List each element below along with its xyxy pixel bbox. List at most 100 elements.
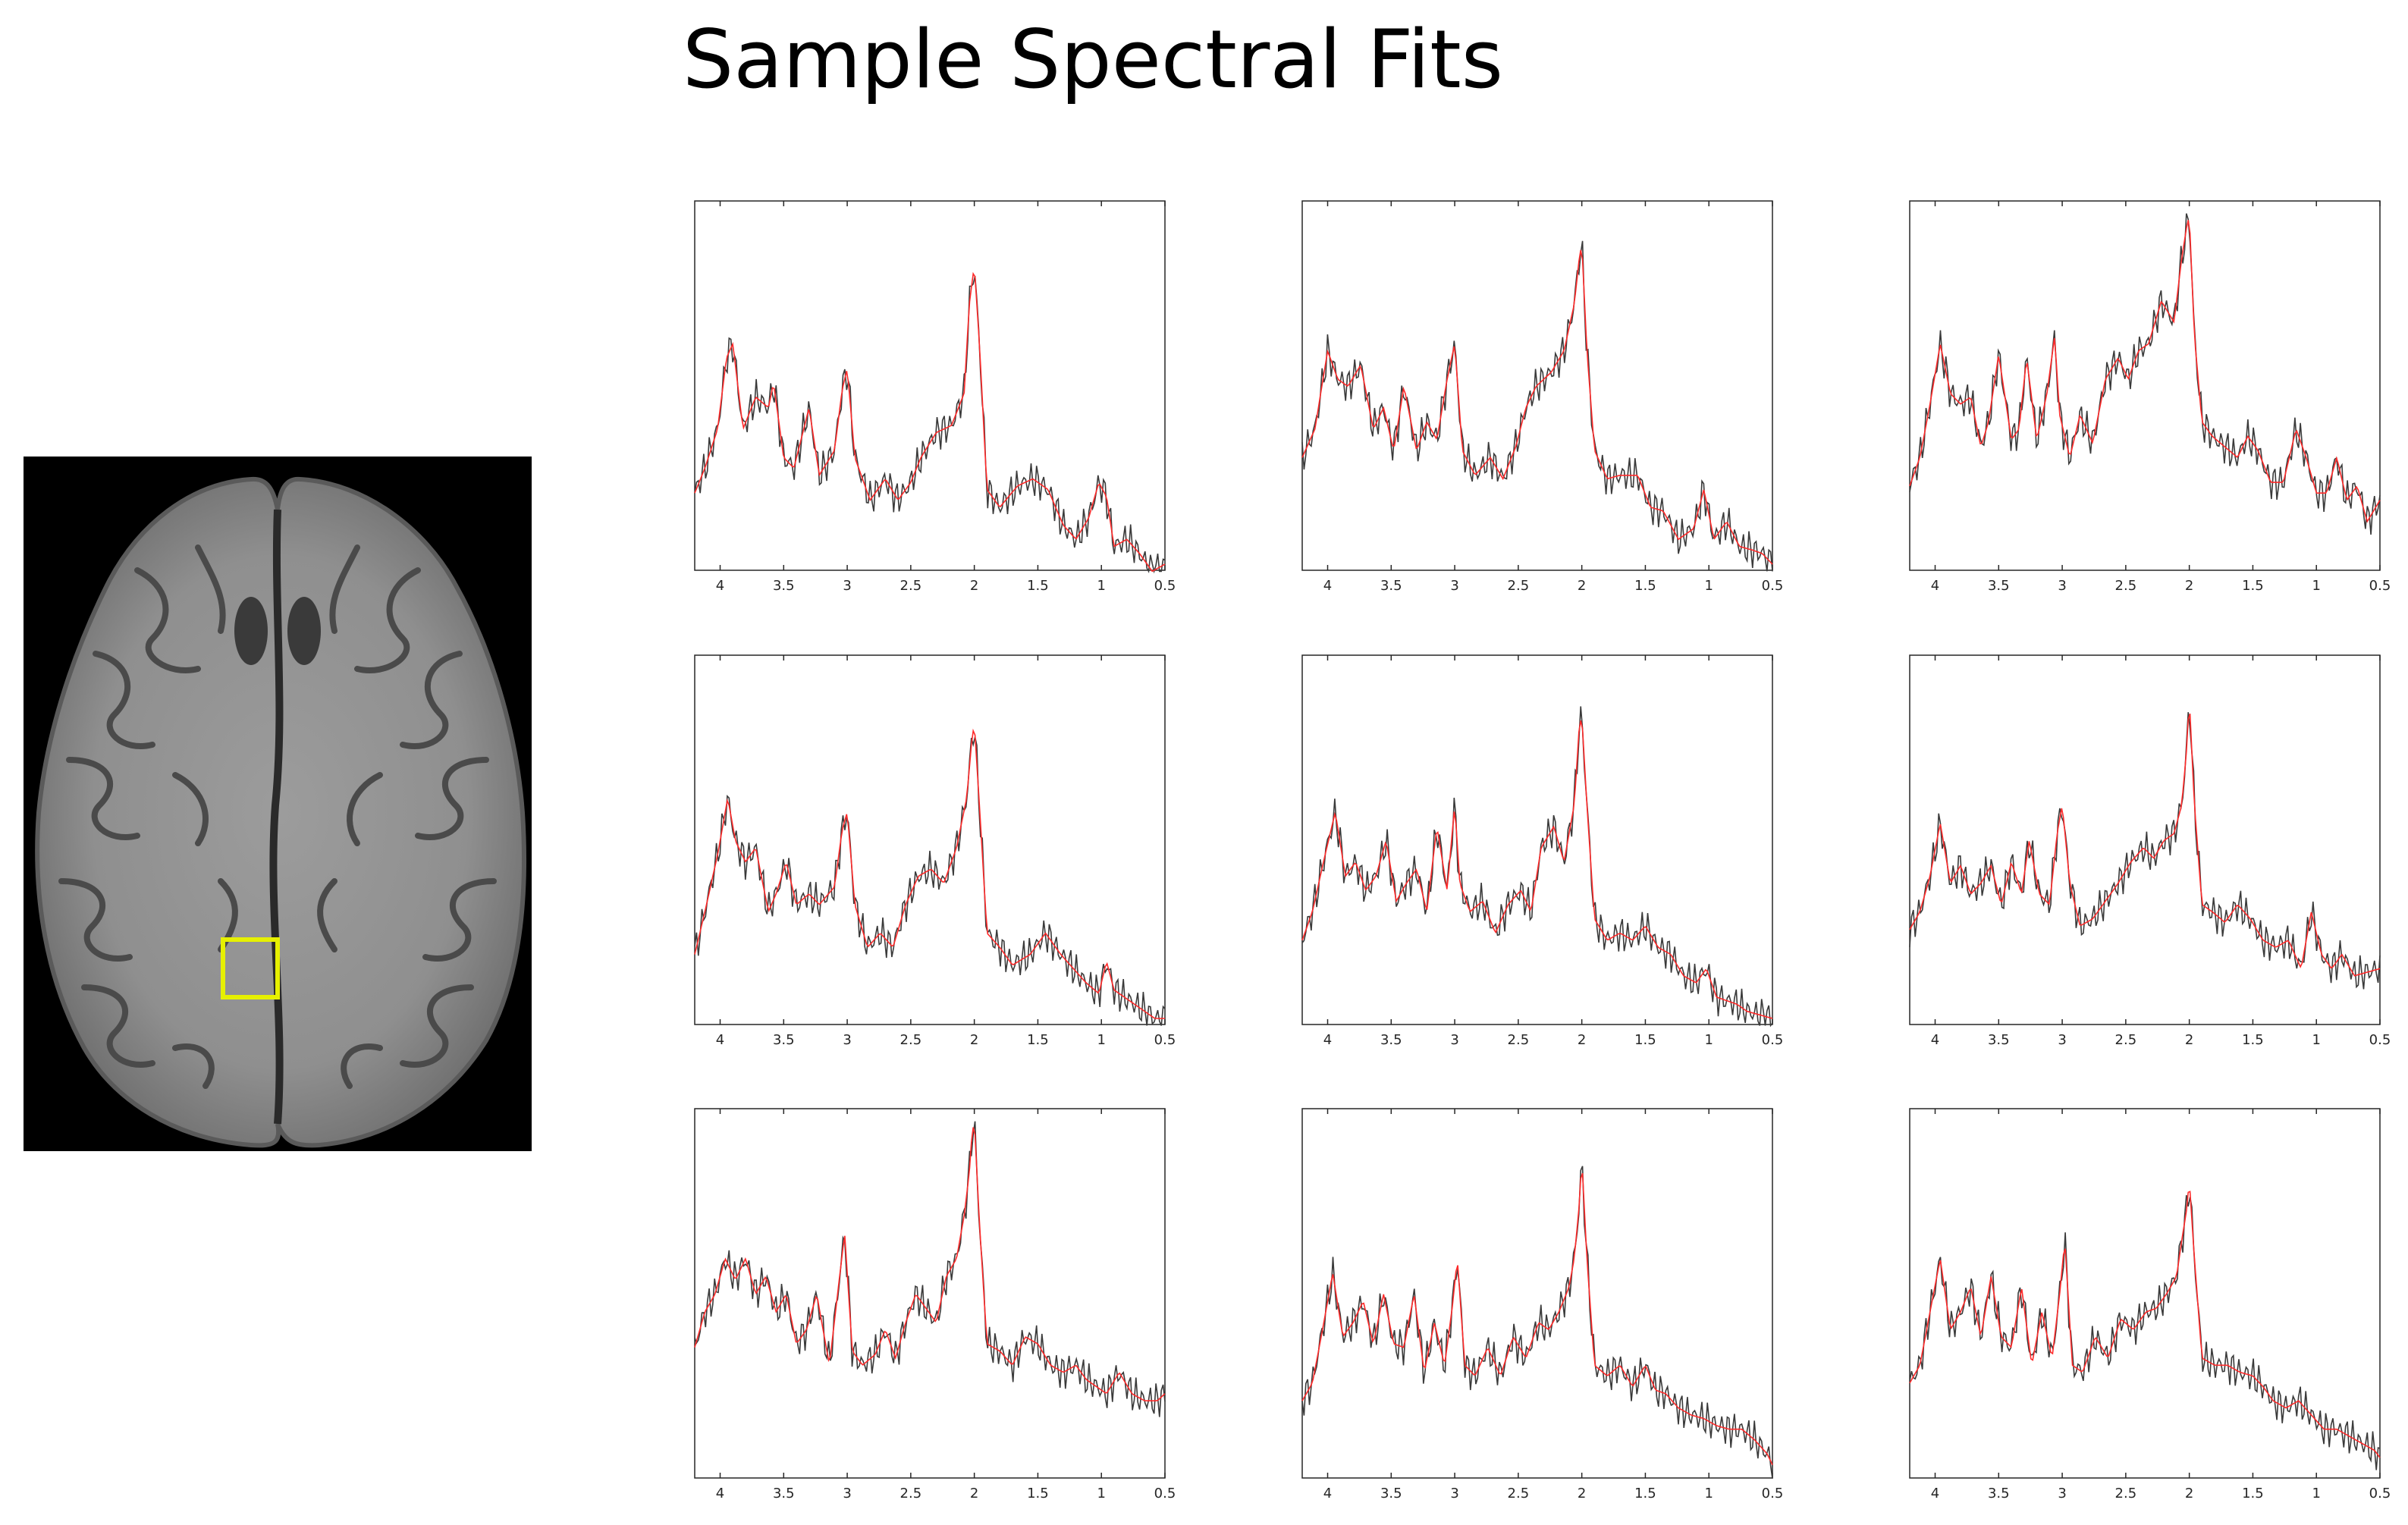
measured-spectrum-line (694, 275, 1166, 574)
axes-frame (1301, 1108, 1773, 1479)
fit-spectrum-line (694, 728, 1165, 1019)
x-tick-label: 1.5 (1634, 1486, 1656, 1501)
x-tick-label: 4 (1931, 1032, 1939, 1048)
x-tick-label: 2.5 (1508, 1032, 1530, 1048)
x-tick-label: 0.5 (1762, 1032, 1784, 1048)
x-tick-label: 1.5 (1634, 578, 1656, 594)
x-tick-label: 1 (2312, 1032, 2320, 1048)
axes-frame (694, 200, 1166, 571)
x-tick-label: 3.5 (773, 1032, 795, 1048)
measured-spectrum-line (1301, 1166, 1773, 1479)
x-tick-label: 0.5 (1154, 1032, 1176, 1048)
x-tick-label: 2.5 (1508, 1486, 1530, 1501)
brain-mri-axial-image (24, 457, 532, 1151)
x-tick-label: 3 (843, 1486, 851, 1501)
x-tick-label: 2 (2185, 1032, 2193, 1048)
x-tick-label: 3 (2058, 1032, 2066, 1048)
fit-spectrum-line (1909, 220, 2381, 523)
x-tick-label: 4 (1323, 1032, 1332, 1048)
x-tick-label: 2.5 (900, 578, 922, 594)
x-tick-label: 2.5 (2115, 1486, 2137, 1501)
x-tick-label: 3 (2058, 1486, 2066, 1501)
measured-spectrum-line (694, 736, 1166, 1026)
cortical-sulci (58, 544, 497, 1089)
measured-spectrum-line (1909, 712, 2381, 990)
x-tick-label: 0.5 (2369, 578, 2391, 594)
spectrum-panel-9: 4 3.5 3 2.5 2 1.5 1 0.5 (1909, 1108, 2391, 1501)
x-tick-label: 1 (2312, 1486, 2320, 1501)
x-tick-label: 3.5 (1988, 1486, 2010, 1501)
measured-spectrum-line (694, 1121, 1166, 1417)
x-tick-label: 2 (970, 578, 978, 594)
measured-spectrum-line (1909, 213, 2381, 535)
x-tick-label: 1 (1097, 1486, 1105, 1501)
x-tick-label: 3 (1450, 578, 1458, 594)
x-tick-label: 1 (1097, 578, 1105, 594)
x-tick-label: 2.5 (900, 1486, 922, 1501)
x-tick-label: 0.5 (1154, 578, 1176, 594)
x-tick-label: 1.5 (1027, 1486, 1049, 1501)
x-tick-label: 1 (1704, 1032, 1713, 1048)
x-tick-label: 3.5 (773, 578, 795, 594)
figure-title: Sample Spectral Fits (683, 13, 1503, 106)
x-tick-label: 3 (1450, 1032, 1458, 1048)
x-tick-label: 1 (1097, 1032, 1105, 1048)
x-tick-label: 2.5 (900, 1032, 922, 1048)
axes-frame (694, 654, 1166, 1025)
axes-frame (694, 1108, 1166, 1479)
x-tick-label: 3.5 (1988, 578, 2010, 594)
x-tick-label: 2 (1578, 578, 1586, 594)
fit-spectrum-line (1301, 249, 1773, 565)
fit-spectrum-line (1301, 720, 1773, 1019)
x-tick-label: 2 (970, 1032, 978, 1048)
x-tick-label: 3 (843, 1032, 851, 1048)
axes-frame (1301, 654, 1773, 1025)
x-tick-label: 4 (1323, 1486, 1332, 1501)
x-tick-label: 3 (1450, 1486, 1458, 1501)
x-tick-label: 1 (2312, 578, 2320, 594)
spectrum-panel-1: 4 3.5 3 2.5 2 1.5 1 0.5 (694, 200, 1176, 594)
x-tick-label: 2 (970, 1486, 978, 1501)
x-tick-label: 4 (716, 578, 724, 594)
x-tick-label: 3.5 (1380, 1032, 1402, 1048)
x-tick-label: 2 (2185, 578, 2193, 594)
x-tick-label: 1.5 (1027, 578, 1049, 594)
x-tick-label: 0.5 (1154, 1486, 1176, 1501)
x-tick-label: 1.5 (1634, 1032, 1656, 1048)
spectrum-panel-5: 4 3.5 3 2.5 2 1.5 1 0.5 (1301, 654, 1784, 1048)
fit-spectrum-line (694, 271, 1166, 573)
fit-spectrum-line (1909, 1191, 2381, 1458)
fit-spectrum-line (1909, 713, 2381, 977)
x-tick-label: 3.5 (1988, 1032, 2010, 1048)
x-tick-label: 2 (1578, 1486, 1586, 1501)
spectrum-panel-6: 4 3.5 3 2.5 2 1.5 1 0.5 (1909, 654, 2391, 1048)
x-tick-label: 1.5 (2242, 578, 2264, 594)
x-tick-label: 0.5 (2369, 1032, 2391, 1048)
x-tick-label: 2.5 (2115, 1032, 2137, 1048)
x-tick-label: 3.5 (773, 1486, 795, 1501)
roi-voxel-box (221, 937, 280, 999)
x-tick-label: 1 (1704, 578, 1713, 594)
x-tick-label: 4 (1931, 578, 1939, 594)
x-tick-label: 1.5 (1027, 1032, 1049, 1048)
x-tick-label: 4 (716, 1032, 724, 1048)
x-tick-label: 1.5 (2242, 1486, 2264, 1501)
x-tick-label: 4 (716, 1486, 724, 1501)
x-tick-label: 3 (2058, 578, 2066, 594)
spectrum-panel-2: 4 3.5 3 2.5 2 1.5 1 0.5 (1301, 200, 1784, 594)
fit-spectrum-line (694, 1127, 1166, 1401)
brain-outline (35, 476, 526, 1148)
measured-spectrum-line (1301, 706, 1773, 1028)
spectrum-panel-3: 4 3.5 3 2.5 2 1.5 1 0.5 (1909, 200, 2391, 594)
x-tick-label: 4 (1323, 578, 1332, 594)
x-tick-label: 0.5 (1762, 578, 1784, 594)
spectrum-panel-4: 4 3.5 3 2.5 2 1.5 1 0.5 (694, 654, 1176, 1048)
x-tick-label: 2 (2185, 1486, 2193, 1501)
x-tick-label: 2 (1578, 1032, 1586, 1048)
spectrum-panel-8: 4 3.5 3 2.5 2 1.5 1 0.5 (1301, 1108, 1783, 1501)
x-tick-label: 0.5 (2369, 1486, 2391, 1501)
fit-spectrum-line (1301, 1172, 1773, 1465)
x-tick-label: 2.5 (1508, 578, 1530, 594)
x-tick-label: 1 (1704, 1486, 1713, 1501)
